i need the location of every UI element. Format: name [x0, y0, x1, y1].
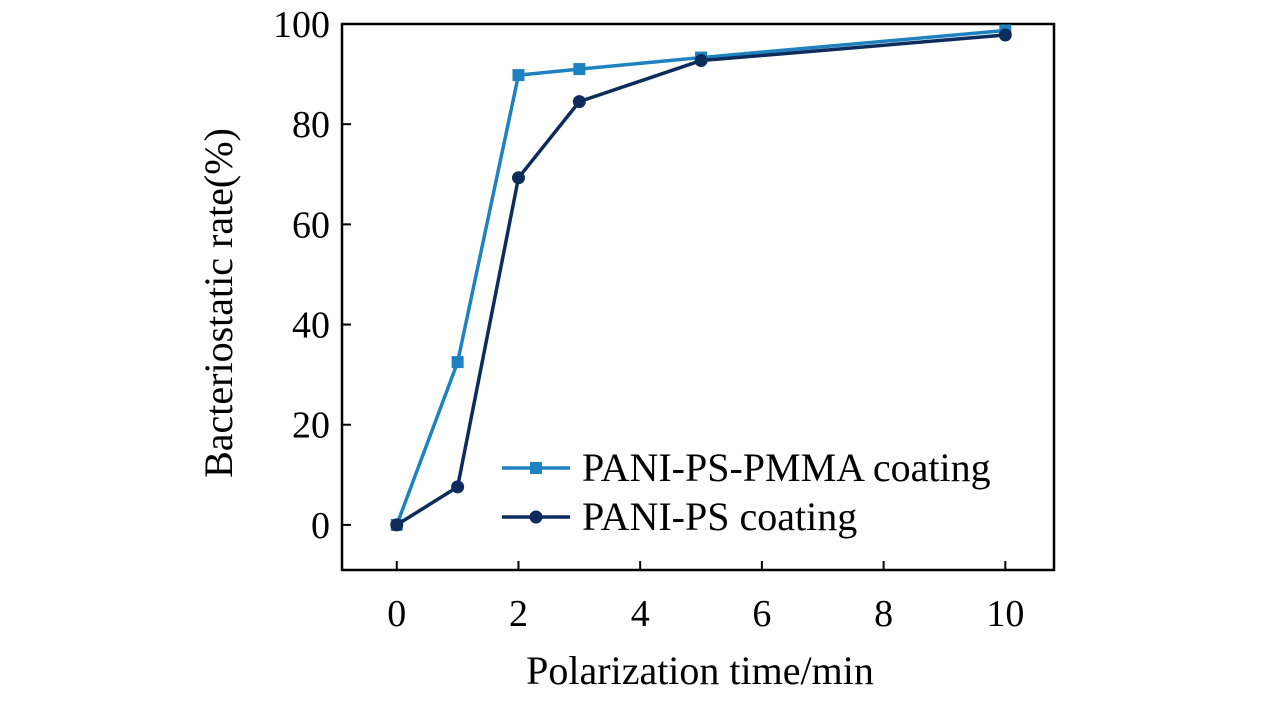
- x-tick-label: 0: [387, 593, 406, 635]
- y-axis: 0 20 40 60 80 100: [273, 4, 351, 547]
- y-tick-label: 60: [292, 204, 330, 246]
- data-point: [390, 518, 404, 532]
- legend-marker: [529, 510, 543, 524]
- x-axis-title: Polarization time/min: [526, 648, 874, 693]
- x-tick-label: 8: [874, 593, 893, 635]
- x-tick-label: 4: [631, 593, 650, 635]
- y-tick-label: 20: [292, 405, 330, 447]
- series-line: [395, 33, 1006, 527]
- x-axis: 0 2 4 6 8 10: [387, 561, 1024, 635]
- y-axis-title: Bacteriostatic rate(%): [196, 128, 241, 478]
- y-tick-label: 0: [311, 505, 330, 547]
- legend-marker: [530, 462, 542, 474]
- y-tick-label: 100: [273, 4, 330, 46]
- data-point: [451, 480, 465, 494]
- data-point: [694, 54, 708, 68]
- x-tick-label: 6: [752, 593, 771, 635]
- legend-label: PANI-PS coating: [582, 494, 857, 539]
- legend-item: PANI-PS coating: [502, 494, 857, 539]
- series-pani-ps: [390, 28, 1012, 532]
- data-point: [573, 63, 586, 76]
- series-line: [395, 28, 1006, 526]
- x-tick-label: 2: [509, 593, 528, 635]
- y-tick-label: 40: [292, 305, 330, 347]
- plot-frame: [340, 22, 1056, 572]
- legend-item: PANI-PS-PMMA coating: [502, 445, 991, 490]
- data-point: [511, 171, 525, 185]
- data-point: [572, 95, 586, 109]
- data-point: [451, 356, 464, 369]
- data-point: [998, 28, 1012, 42]
- legend-label: PANI-PS-PMMA coating: [582, 445, 991, 490]
- data-point: [512, 69, 525, 82]
- x-tick-label: 10: [986, 593, 1024, 635]
- y-tick-label: 80: [292, 104, 330, 146]
- series-layer: [390, 24, 1012, 532]
